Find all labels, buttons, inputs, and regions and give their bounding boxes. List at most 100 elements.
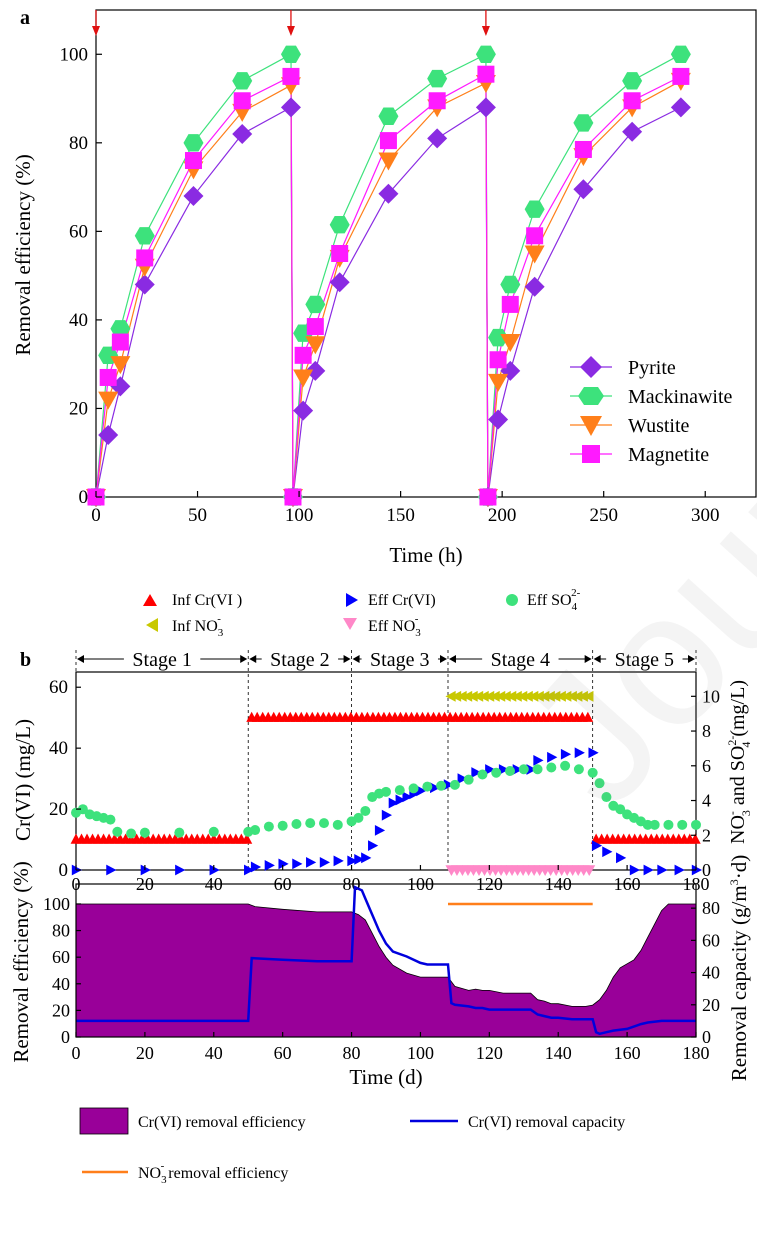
panel-a-letter: a [20,7,30,29]
data-point-pyrite [183,185,204,206]
data-point-eff-cr-vi [402,791,413,803]
data-point-magnetite [526,227,544,245]
data-point-eff-cr-vi [457,773,468,785]
data-point-eff-so42 [649,819,660,830]
data-point-inf-no3 [555,690,566,702]
series-line-cr-vi-removal-capacity [76,885,696,1036]
data-point-magnetite [623,92,641,110]
data-point-eff-cr-vi [588,747,599,759]
data-point-inf-no3 [511,690,522,702]
data-point-inf-no3 [506,690,517,702]
data-point-mackinawite [305,295,326,314]
x-tick-label: 300 [691,505,720,526]
legend-item-pyrite: Pyrite [570,356,676,379]
data-point-eff-so42 [77,804,88,815]
data-point-eff-so42 [587,767,598,778]
data-point-eff-cr-vi [140,864,151,876]
data-point-mackinawite [232,72,253,90]
data-point-eff-cr-vi [264,860,275,871]
data-point-inf-no3 [450,690,462,702]
data-point-magnetite [111,333,129,351]
panel-b-top-markers [70,690,702,876]
y-tick-label: 20 [69,398,88,419]
y-tick-label: 0 [79,487,89,508]
data-point-magnetite [233,92,251,110]
data-point-eff-cr-vi [629,864,640,876]
data-point-eff-so42 [573,764,584,775]
data-point-eff-cr-vi [443,779,454,791]
data-point-mackinawite [573,114,594,132]
panel-a-y-ticks: 0 20 40 60 80 100 [60,44,102,508]
data-point-pyrite [427,128,448,149]
data-point-pyrite [670,97,691,118]
x-tick-label: 140 [545,1043,572,1063]
data-point-eff-cr-vi [498,764,510,775]
data-point-magnetite [672,67,690,85]
legend-label-wustite: Wustite [628,415,690,437]
panel-b-top-plot-frame [75,671,697,871]
data-point-pyrite [378,183,399,204]
data-point-eff-so42 [560,760,571,771]
data-point-inf-no3 [478,690,489,702]
data-point-mackinawite [475,45,496,63]
data-point-pyrite [232,123,253,144]
data-point-pyrite [524,276,545,297]
legend-marker-eff-so4 [506,594,518,606]
data-point-inf-no3 [572,690,583,702]
y-tick-label: 80 [52,921,70,941]
data-point-eff-so42 [112,826,123,837]
y-tick-label: 80 [702,898,720,918]
data-point-eff-cr-vi [381,809,392,821]
data-point-mackinawite [110,320,131,338]
data-point-pyrite [622,121,643,142]
legend-label-eff-so4: Eff SO42- [527,587,581,613]
panel-b-top-x-ticks: 0 20 40 60 80 100 120 140 160 180 [72,865,710,894]
data-point-eff-cr-vi [347,855,358,867]
x-tick-label: 180 [683,1043,710,1063]
data-point-pyrite [134,274,155,295]
data-point-eff-cr-vi [361,852,372,864]
y-tick-label: 20 [702,995,720,1015]
data-point-eff-cr-vi [374,825,386,836]
panel-a-arrows [92,10,490,36]
data-point-eff-cr-vi [471,767,482,778]
data-point-eff-so42 [319,818,329,829]
data-point-eff-cr-vi [643,864,654,876]
data-point-wustite [488,373,509,392]
y-tick-label: 40 [49,738,68,759]
panel-b-bottom-right-y-ticks: 0 20 40 60 80 [691,898,720,1047]
legend-label-cr-cap: Cr(VI) removal capacity [468,1114,625,1131]
data-point-inf-no3 [484,690,495,702]
data-point-eff-so42 [691,819,701,830]
panel-b-bottom-legend: Cr(VI) removal efficiency Cr(VI) removal… [79,1107,625,1186]
stage-labels: Stage 1 Stage 2 Stage 3 Stage 4 Stage 5 [77,649,695,671]
data-point-mackinawite [427,69,448,88]
data-point-eff-cr-vi [354,853,365,865]
legend-marker-inf-no3 [146,618,158,632]
data-point-eff-cr-vi [602,846,613,858]
data-point-pyrite [293,400,314,421]
y-tick-label: 8 [702,721,711,741]
x-tick-label: 50 [188,505,207,526]
data-point-eff-so42 [532,764,543,775]
data-point-eff-so42 [463,774,474,785]
data-point-eff-so42 [422,781,433,792]
x-tick-label: 0 [72,1043,81,1063]
legend-label-inf-no3: Inf NO3- [172,613,224,639]
stage-arrow-right-icon [343,655,351,663]
y-tick-label: 100 [43,894,70,914]
data-point-pyrite [305,360,326,381]
y-tick-label: 60 [52,947,70,967]
data-point-eff-cr-vi [485,764,496,775]
y-tick-label: 40 [52,974,70,994]
legend-label-eff-cr: Eff Cr(VI) [368,592,436,609]
data-point-eff-so42 [677,819,688,830]
legend-label-magnetite: Magnetite [628,444,709,466]
data-point-mackinawite [524,200,545,218]
data-point-eff-cr-vi [674,864,685,876]
data-point-eff-so42 [332,819,343,830]
data-point-eff-cr-vi [574,747,585,759]
x-tick-label: 250 [589,505,618,526]
data-point-eff-cr-vi [388,797,399,809]
